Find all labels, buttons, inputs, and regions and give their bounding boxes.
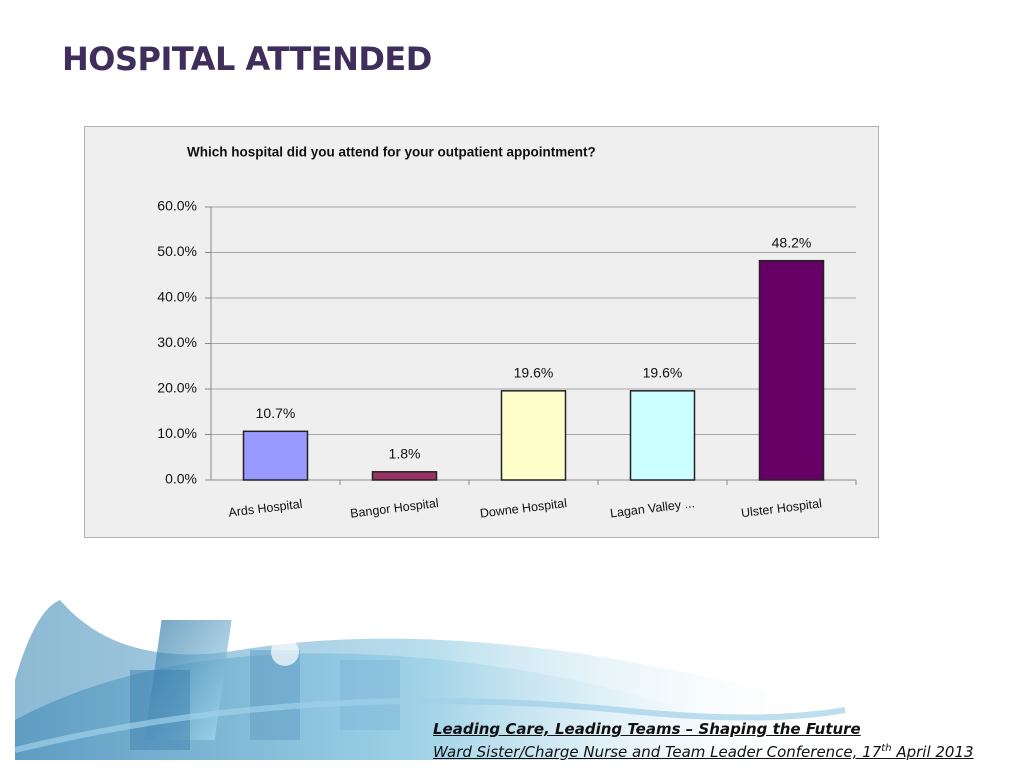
bar bbox=[242, 430, 309, 481]
y-tick-label: 30.0% bbox=[157, 334, 197, 350]
y-tick-label: 20.0% bbox=[157, 380, 197, 396]
chart-frame bbox=[84, 126, 879, 538]
y-tick-label: 40.0% bbox=[157, 289, 197, 305]
value-label: 10.7% bbox=[256, 405, 296, 421]
footer-line: Leading Care, Leading Teams – Shaping th… bbox=[433, 720, 861, 738]
chart-title: Which hospital did you attend for your o… bbox=[187, 145, 596, 160]
bar bbox=[629, 390, 696, 481]
slide-title: HOSPITAL ATTENDED bbox=[62, 40, 432, 78]
footer-text: Ward Sister/Charge Nurse and Team Leader… bbox=[433, 743, 882, 761]
y-tick-label: 60.0% bbox=[157, 198, 197, 214]
value-label: 1.8% bbox=[389, 446, 421, 462]
footer: Leading Care, Leading Teams – Shaping th… bbox=[433, 718, 974, 764]
chart: Which hospital did you attend for your o… bbox=[84, 126, 879, 538]
y-tick-label: 0.0% bbox=[165, 471, 197, 487]
value-label: 19.6% bbox=[643, 365, 683, 381]
footer-superscript: th bbox=[881, 743, 892, 754]
bar bbox=[371, 471, 438, 481]
value-label: 48.2% bbox=[772, 234, 812, 250]
y-tick-label: 50.0% bbox=[157, 243, 197, 259]
footer-line: Ward Sister/Charge Nurse and Team Leader… bbox=[433, 741, 974, 764]
bar bbox=[500, 390, 567, 481]
value-label: 19.6% bbox=[514, 365, 554, 381]
footer-text: April 2013 bbox=[891, 743, 974, 761]
y-tick-label: 10.0% bbox=[157, 425, 197, 441]
bar bbox=[758, 259, 825, 481]
decorative-banner bbox=[14, 600, 846, 760]
